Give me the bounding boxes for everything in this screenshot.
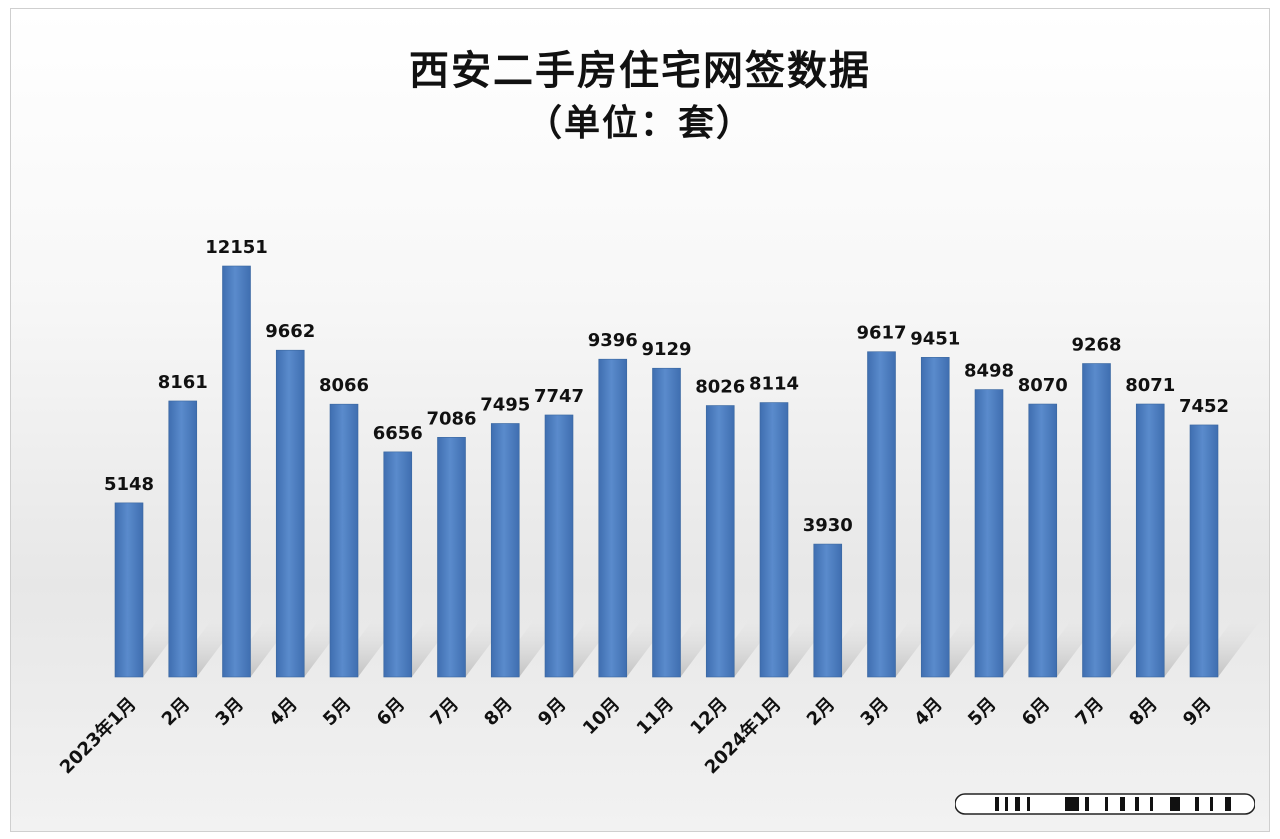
bar <box>652 367 681 678</box>
bar <box>329 403 359 678</box>
chart-title: 西安二手房住宅网签数据 <box>409 48 871 94</box>
x-tick-label: 5月 <box>319 694 355 730</box>
bar-value-label: 6656 <box>373 423 423 444</box>
bar-value-label: 9268 <box>1071 335 1121 356</box>
bar <box>544 414 574 678</box>
bar <box>1028 403 1058 678</box>
bar-value-label: 8070 <box>1018 375 1068 396</box>
bar <box>598 358 628 678</box>
x-tick-label: 5月 <box>964 694 1000 730</box>
bars-group <box>114 265 1219 678</box>
x-tick-label: 9月 <box>1179 694 1215 730</box>
bar <box>383 451 413 678</box>
x-tick-label: 8月 <box>1125 694 1161 730</box>
x-tick-label: 11月 <box>633 694 678 739</box>
bar <box>920 357 950 678</box>
bar <box>1135 403 1165 678</box>
x-tick-label: 6月 <box>373 694 409 730</box>
bar <box>705 405 735 678</box>
watermark-logo <box>955 793 1255 815</box>
x-tick-label: 4月 <box>265 694 301 730</box>
chart-frame <box>10 8 1270 832</box>
x-tick-label: 6月 <box>1018 694 1054 730</box>
bar <box>275 349 305 678</box>
bar-value-label: 7086 <box>426 408 476 429</box>
x-tick-label: 4月 <box>910 694 946 730</box>
x-tick-label: 2023年1月 <box>55 693 140 778</box>
bar <box>490 423 520 678</box>
bar <box>437 437 466 678</box>
x-tick-label: 9月 <box>534 694 570 730</box>
bar-value-label: 7452 <box>1179 396 1229 417</box>
bar-value-label: 7747 <box>534 386 584 407</box>
x-tick-label: 7月 <box>1072 694 1108 730</box>
bar-value-label: 7495 <box>480 394 530 415</box>
x-tick-label: 3月 <box>212 694 248 730</box>
x-tick-label: 2月 <box>803 694 839 730</box>
bar <box>813 543 843 678</box>
bar <box>867 351 896 678</box>
bar-value-label: 9129 <box>641 339 691 360</box>
bar-value-label: 9662 <box>265 321 315 342</box>
bar <box>168 400 198 678</box>
bar-value-label: 8066 <box>319 375 369 396</box>
bar <box>1189 424 1219 678</box>
x-tick-label: 12月 <box>686 694 731 739</box>
x-tick-label: 8月 <box>480 694 516 730</box>
bar <box>114 502 144 678</box>
bar <box>974 389 1004 678</box>
chart-subtitle: （单位：套） <box>525 103 754 144</box>
bar-value-label: 8114 <box>749 374 799 395</box>
bar-value-label: 5148 <box>104 474 154 495</box>
bar-value-label: 12151 <box>205 237 268 258</box>
bar-value-label: 9396 <box>588 330 638 351</box>
bar-value-label: 8026 <box>695 377 745 398</box>
bar-value-label: 9617 <box>856 323 906 344</box>
x-tick-label: 2月 <box>158 694 194 730</box>
x-tick-label: 7月 <box>427 694 463 730</box>
x-tick-label: 3月 <box>857 694 893 730</box>
bar-value-label: 8498 <box>964 361 1014 382</box>
bar-value-label: 3930 <box>803 515 853 536</box>
bar <box>1082 363 1111 678</box>
x-tick-label: 10月 <box>579 694 624 739</box>
bar-value-label: 9451 <box>910 328 960 349</box>
bar-value-label: 8161 <box>158 372 208 393</box>
bar <box>222 265 251 678</box>
bar <box>759 402 789 678</box>
bar-value-label: 8071 <box>1125 375 1175 396</box>
